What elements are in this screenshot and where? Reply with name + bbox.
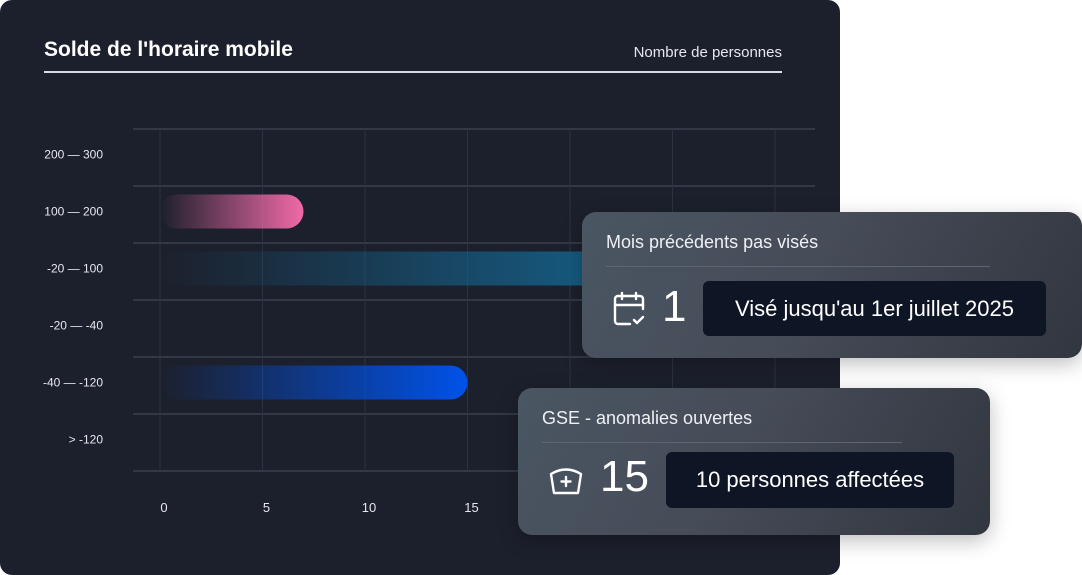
y-tick-label: -40 — -120: [43, 376, 103, 390]
chart-title: Solde de l'horaire mobile: [44, 38, 293, 61]
card-title: Mois précédents pas visés: [606, 232, 819, 252]
card-status-pill: Visé jusqu'au 1er juillet 2025: [703, 281, 1046, 336]
title-divider: [44, 71, 782, 73]
card-gse-anomalies: GSE - anomalies ouvertes 15 10 personnes…: [518, 388, 990, 535]
calendar-check-icon: [613, 291, 645, 326]
y-tick-label: -20 — 100: [47, 262, 103, 276]
card-title: GSE - anomalies ouvertes: [542, 408, 753, 428]
card-divider: [606, 266, 990, 267]
card-unsigned-months: Mois précédents pas visés 1 Visé jusqu'a…: [582, 212, 1082, 358]
chart-subtitle: Nombre de personnes: [633, 44, 782, 61]
x-tick-label: 0: [160, 500, 167, 515]
card-status-pill: 10 personnes affectées: [666, 452, 954, 508]
bar: [160, 365, 468, 400]
y-tick-label: -20 — -40: [50, 319, 104, 333]
medical-cap-icon: [549, 468, 583, 495]
y-tick-label: > -120: [69, 433, 104, 447]
card-value: 1: [662, 282, 687, 331]
card-value: 15: [600, 452, 649, 501]
x-tick-label: 5: [263, 500, 270, 515]
x-tick-label: 15: [464, 500, 478, 515]
x-tick-label: 10: [362, 500, 376, 515]
bar: [160, 251, 673, 286]
y-tick-label: 200 — 300: [44, 148, 103, 162]
card-divider: [542, 442, 902, 443]
y-tick-label: 100 — 200: [44, 205, 103, 219]
bar: [160, 194, 304, 229]
